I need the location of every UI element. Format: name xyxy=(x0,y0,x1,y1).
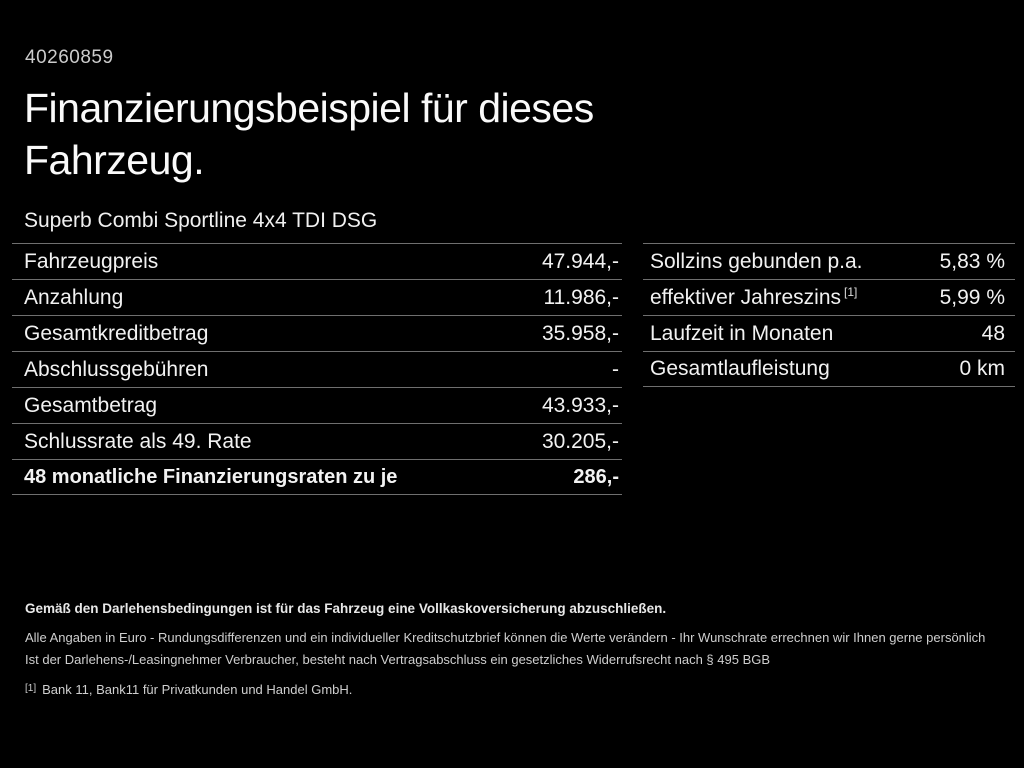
conditions-table: Sollzins gebunden p.a. 5,83 % effektiver… xyxy=(643,243,1015,387)
row-value: 35.958,- xyxy=(541,321,619,345)
row-value: 48 xyxy=(981,321,1005,345)
insurance-requirement-note: Gemäß den Darlehensbedingungen ist für d… xyxy=(25,601,667,616)
financing-tables: Fahrzeugpreis 47.944,- Anzahlung 11.986,… xyxy=(12,243,1015,495)
footnote-ref-marker: [1] xyxy=(844,285,858,299)
table-row-fahrzeugpreis: Fahrzeugpreis 47.944,- xyxy=(12,243,622,279)
row-label: Gesamtbetrag xyxy=(24,393,158,417)
vehicle-name: Superb Combi Sportline 4x4 TDI DSG xyxy=(24,209,378,232)
row-value: 47.944,- xyxy=(541,249,619,273)
row-label: Laufzeit in Monaten xyxy=(650,321,834,345)
table-row-monatsrate: 48 monatliche Finanzierungsraten zu je 2… xyxy=(12,459,622,495)
page-title: Finanzierungsbeispiel für dieses Fahrzeug… xyxy=(24,82,594,186)
row-label: effektiver Jahreszins [1] xyxy=(650,285,857,310)
footnote-text: Bank 11, Bank11 für Privatkunden und Han… xyxy=(42,682,353,697)
disclaimer-line-widerrufsrecht: Ist der Darlehens-/Leasingnehmer Verbrau… xyxy=(25,652,771,667)
row-value: 43.933,- xyxy=(541,393,619,417)
table-row-laufzeit: Laufzeit in Monaten 48 xyxy=(643,315,1015,351)
table-row-abschlussgebuehren: Abschlussgebühren - xyxy=(12,351,622,387)
page-title-line2: Fahrzeug. xyxy=(24,137,205,183)
row-label: 48 monatliche Finanzierungsraten zu je xyxy=(24,465,398,488)
table-row-gesamtbetrag: Gesamtbetrag 43.933,- xyxy=(12,387,622,423)
row-label: Anzahlung xyxy=(24,285,124,309)
row-value: 286,- xyxy=(573,465,619,488)
disclaimer-line-rounding: Alle Angaben in Euro - Rundungsdifferenz… xyxy=(25,630,986,645)
row-label: Schlussrate als 49. Rate xyxy=(24,429,252,453)
footnote-marker: [1] xyxy=(25,683,37,694)
table-row-effektiver-jahreszins: effektiver Jahreszins [1] 5,99 % xyxy=(643,279,1015,315)
row-value: 5,83 % xyxy=(939,249,1005,273)
table-row-schlussrate: Schlussrate als 49. Rate 30.205,- xyxy=(12,423,622,459)
legal-disclaimer: Gemäß den Darlehensbedingungen ist für d… xyxy=(25,601,1015,697)
financing-table: Fahrzeugpreis 47.944,- Anzahlung 11.986,… xyxy=(12,243,622,495)
table-row-gesamtlaufleistung: Gesamtlaufleistung 0 km xyxy=(643,351,1015,387)
row-value: 5,99 % xyxy=(939,285,1005,309)
row-label: Sollzins gebunden p.a. xyxy=(650,249,863,273)
row-label-text: effektiver Jahreszins xyxy=(650,286,842,309)
row-value: 0 km xyxy=(959,357,1005,380)
table-row-sollzins: Sollzins gebunden p.a. 5,83 % xyxy=(643,243,1015,279)
row-label: Gesamtkreditbetrag xyxy=(24,321,209,345)
row-label: Fahrzeugpreis xyxy=(24,249,159,273)
row-label: Abschlussgebühren xyxy=(24,357,209,381)
table-row-gesamtkreditbetrag: Gesamtkreditbetrag 35.958,- xyxy=(12,315,622,351)
offer-id: 40260859 xyxy=(25,47,114,68)
row-label: Gesamtlaufleistung xyxy=(650,357,830,380)
table-row-anzahlung: Anzahlung 11.986,- xyxy=(12,279,622,315)
row-value: 30.205,- xyxy=(541,429,619,453)
row-value: - xyxy=(612,357,619,381)
row-value: 11.986,- xyxy=(543,285,620,309)
bank-footnote: [1] Bank 11, Bank11 für Privatkunden und … xyxy=(25,682,1015,697)
page-title-line1: Finanzierungsbeispiel für dieses xyxy=(24,85,594,131)
